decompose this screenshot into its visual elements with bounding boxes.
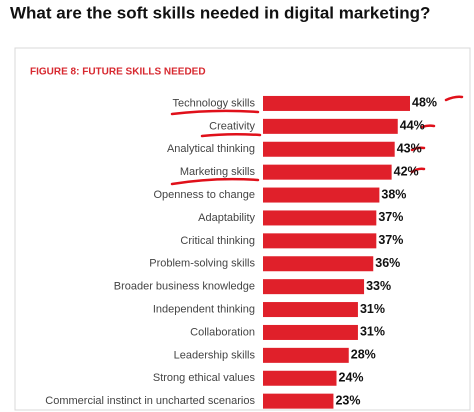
underline (200, 132, 262, 138)
category-label: Problem-solving skills (149, 258, 255, 270)
bar (263, 95, 410, 111)
category-label: Strong ethical values (153, 372, 256, 384)
underline (170, 109, 260, 116)
category-label: Critical thinking (180, 235, 255, 247)
bar (263, 347, 349, 363)
page-title: What are the soft skills needed in digit… (10, 3, 430, 22)
value-label: 37% (378, 210, 403, 224)
bar (263, 279, 365, 295)
value-label: 43% (397, 142, 422, 156)
value-label: 38% (381, 187, 406, 201)
bar (263, 233, 377, 249)
bar (263, 393, 334, 409)
value-label: 48% (412, 96, 437, 110)
value-label: 28% (351, 348, 376, 362)
category-label: Technology skills (172, 97, 255, 109)
mark (420, 124, 436, 129)
category-label: Independent thinking (153, 303, 255, 315)
category-label: Openness to change (153, 189, 255, 201)
category-label: Adaptability (198, 212, 255, 224)
value-label: 23% (335, 393, 360, 407)
bar (263, 118, 398, 134)
bar (263, 164, 392, 180)
category-label: Commercial instinct in uncharted scenari… (45, 395, 255, 407)
value-label: 24% (339, 371, 364, 385)
value-label: 36% (375, 256, 400, 270)
value-label: 33% (366, 279, 391, 293)
bar (263, 141, 395, 157)
value-label: 37% (378, 233, 403, 247)
bar (263, 210, 377, 226)
bar (263, 324, 358, 340)
value-label: 31% (360, 302, 385, 316)
chart-title: FIGURE 8: FUTURE SKILLS NEEDED (30, 67, 206, 78)
category-label: Broader business knowledge (114, 281, 255, 293)
annotations (170, 95, 464, 186)
bar (263, 370, 337, 386)
value-label: 44% (400, 119, 425, 133)
value-label: 42% (394, 164, 419, 178)
underline (170, 177, 260, 186)
category-label: Leadership skills (174, 349, 256, 361)
bar (263, 256, 374, 272)
value-label: 31% (360, 325, 385, 339)
mark (410, 146, 426, 152)
mark (410, 167, 426, 174)
category-label: Collaboration (190, 326, 255, 338)
category-label: Creativity (209, 120, 255, 132)
mark (444, 95, 464, 102)
bar (263, 187, 380, 203)
category-label: Analytical thinking (167, 143, 255, 155)
category-label: Marketing skills (180, 166, 256, 178)
bar (263, 302, 358, 318)
